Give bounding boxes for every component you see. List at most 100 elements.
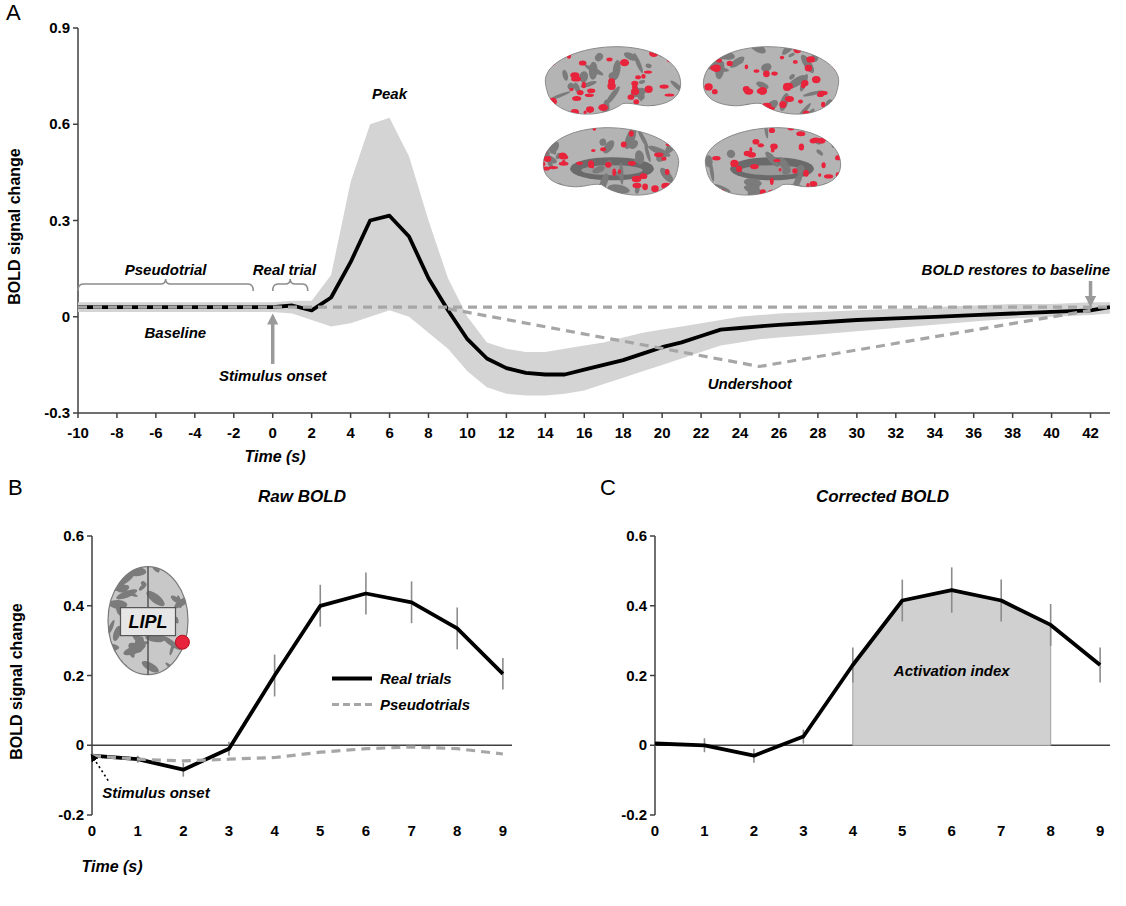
brain-activation-spot xyxy=(704,104,708,108)
x-tick-label: 3 xyxy=(799,822,807,839)
x-tick-label: 40 xyxy=(1043,424,1060,441)
brain-sulcus xyxy=(555,182,566,192)
brain-activation-spot xyxy=(572,96,581,101)
brain-activation-spot xyxy=(836,143,845,147)
brain-outline xyxy=(705,128,840,195)
inset-label-box xyxy=(121,608,176,636)
brain-activation-spot xyxy=(645,86,653,93)
brain-sulcus xyxy=(593,51,604,63)
brain-sulcus xyxy=(722,109,741,119)
x-tick-label: 1 xyxy=(700,822,708,839)
x-tick xyxy=(350,413,352,418)
brain-activation-spot xyxy=(562,160,566,166)
brain-activation-spot xyxy=(560,111,567,115)
annotation-arrow xyxy=(271,317,275,364)
brain-activation-spot xyxy=(641,74,645,79)
brain-outline xyxy=(545,47,680,114)
y-tick-label: 0.2 xyxy=(626,667,647,684)
brain-sulcus xyxy=(712,41,721,59)
annotation: Stimulus onset xyxy=(219,367,328,384)
brain-activation-spot xyxy=(822,162,826,168)
x-tick xyxy=(778,413,780,418)
brain-activation-spot xyxy=(538,149,548,155)
panel: BRaw BOLD-0.200.20.40.60123456789BOLD si… xyxy=(8,475,512,875)
x-tick-label: -8 xyxy=(110,424,123,441)
brain-activation-spot xyxy=(704,83,712,90)
brain-activation-spot xyxy=(586,106,594,113)
brain-activation-spot xyxy=(600,147,606,151)
y-tick-label: 0.6 xyxy=(63,527,84,544)
brain-activation-spot xyxy=(758,143,764,147)
brain-activation-spot xyxy=(635,75,641,79)
brain-activation-spot xyxy=(712,156,720,160)
line xyxy=(78,216,1110,375)
x-tick-label: 8 xyxy=(1046,822,1054,839)
brain-sulcus xyxy=(699,185,719,201)
brain-sulcus xyxy=(107,647,117,656)
brain-sulcus xyxy=(106,619,116,636)
brain-sulcus xyxy=(763,120,769,138)
line xyxy=(655,590,1100,756)
x-tick-label: 22 xyxy=(693,424,710,441)
x-tick xyxy=(506,413,508,418)
brain-outline xyxy=(543,128,678,195)
brain-activation-spot xyxy=(822,134,828,141)
bracket xyxy=(78,279,253,291)
y-tick xyxy=(650,535,655,537)
brain-activation-spot xyxy=(673,115,679,118)
brain-activation-spot xyxy=(805,65,812,72)
brain-activation-spot xyxy=(812,76,821,83)
brain-sulcus xyxy=(170,594,182,605)
line xyxy=(92,594,503,770)
brain-activation-spot xyxy=(605,162,612,168)
brain-activation-spot xyxy=(812,195,819,201)
brain-sulcus xyxy=(663,132,684,156)
x-tick-label: 14 xyxy=(537,424,554,441)
brain-activation-spot xyxy=(780,56,784,60)
shaded-area xyxy=(853,590,1051,745)
brain-sulcus xyxy=(541,152,559,165)
brain-sulcus xyxy=(124,670,134,675)
brain-activation-spot xyxy=(671,129,676,133)
brain-activation-spot xyxy=(835,156,841,160)
brain-activation-spot xyxy=(593,127,597,130)
brain-activation-spot xyxy=(678,49,684,54)
brain-activation-spot xyxy=(752,139,759,145)
brain-activation-spot xyxy=(760,189,766,196)
brain-activation-spot xyxy=(818,91,828,96)
x-tick xyxy=(700,413,702,418)
brain-activation-spot xyxy=(787,85,793,88)
brain-activation-spot xyxy=(559,153,568,159)
brain-activation-spot xyxy=(674,101,678,105)
brain-sulcus xyxy=(830,129,836,149)
brain-sulcus xyxy=(830,89,844,113)
brain-sulcus xyxy=(636,128,650,149)
panel-letter: B xyxy=(8,475,23,500)
brain-sulcus xyxy=(818,39,829,59)
brain-activation-spot xyxy=(667,59,675,63)
brain-activation-spot xyxy=(651,185,659,192)
brain-activation-spot xyxy=(803,170,809,177)
brain-sulcus xyxy=(648,104,658,114)
y-tick xyxy=(650,605,655,607)
brain-sulcus xyxy=(140,659,161,675)
brain-activation-spot xyxy=(712,89,718,94)
brain-activation-spot xyxy=(676,114,683,121)
brain-sulcus xyxy=(643,144,652,163)
brain-texture xyxy=(699,37,844,124)
legend-label: Pseudotrials xyxy=(380,696,470,713)
brain-activation-spot xyxy=(769,128,775,133)
x-tick xyxy=(1051,413,1053,418)
brain-sulcus xyxy=(178,568,190,588)
brain-sulcus xyxy=(658,166,676,185)
y-tick-label: 0.3 xyxy=(49,212,70,229)
y-tick xyxy=(87,605,92,607)
x-tick xyxy=(973,413,975,418)
x-tick xyxy=(934,413,936,418)
brain-activation-spot xyxy=(798,100,803,104)
panel: CCorrected BOLD-0.200.20.40.60123456789A… xyxy=(600,475,1110,839)
x-axis-title: Time (s) xyxy=(81,858,142,875)
brain-texture xyxy=(101,559,191,678)
brain-activation-spot xyxy=(549,166,558,169)
brain-activation-spot xyxy=(665,93,675,96)
